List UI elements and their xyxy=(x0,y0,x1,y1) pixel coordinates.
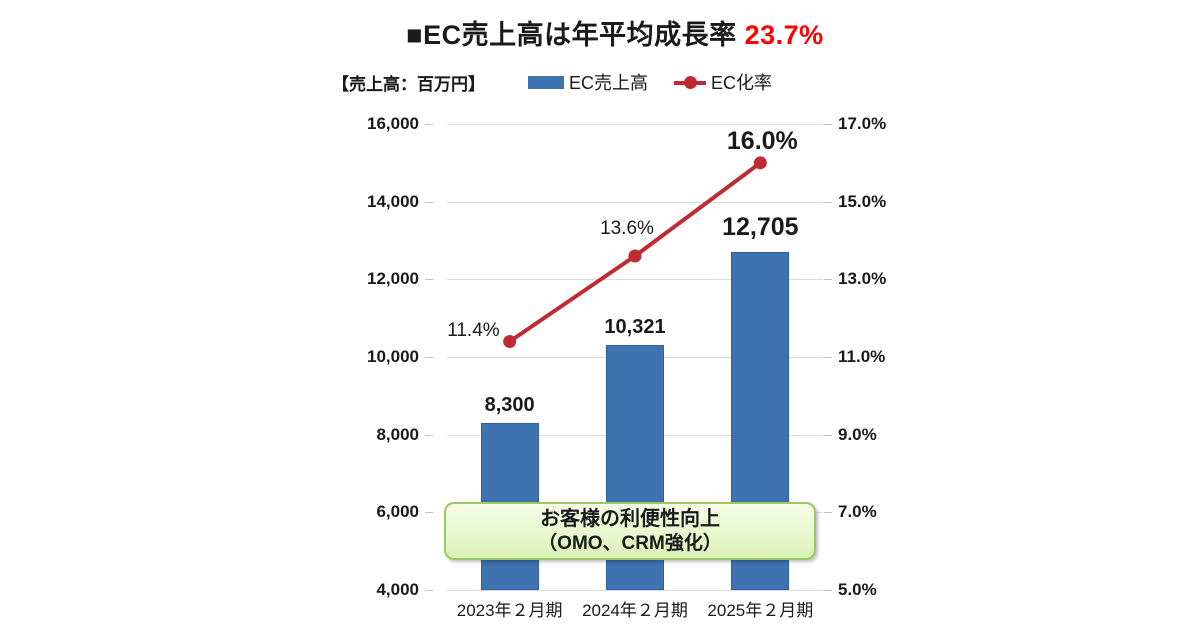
line-series-swatch-icon xyxy=(674,75,707,89)
bar-value-label: 12,705 xyxy=(722,212,799,241)
right-axis-tick xyxy=(824,202,832,203)
annotation-box: お客様の利便性向上 （OMO、CRM強化） xyxy=(444,502,816,560)
left-axis-tick xyxy=(425,590,433,591)
chart-title-text: ■EC売上高は年平均成長率 xyxy=(406,20,737,50)
bar-series-swatch-icon xyxy=(528,75,564,89)
bar-value-label: 8,300 xyxy=(484,394,535,417)
left-axis-tick xyxy=(425,279,433,280)
right-axis-tick-label: 7.0% xyxy=(838,502,877,521)
x-axis-label: 2024年２月期 xyxy=(582,601,688,620)
right-axis-tick xyxy=(824,512,832,513)
gridline xyxy=(447,279,823,280)
left-axis-tick-label: 12,000 xyxy=(367,269,419,288)
left-axis-tick-label: 14,000 xyxy=(367,192,419,211)
right-axis-tick-label: 11.0% xyxy=(838,347,886,366)
x-axis-label: 2023年２月期 xyxy=(456,601,563,620)
right-axis-tick xyxy=(824,435,832,436)
line-marker xyxy=(753,156,767,170)
left-axis-tick-label: 10,000 xyxy=(367,347,419,366)
line-marker xyxy=(503,334,517,348)
left-axis-tick xyxy=(425,124,433,125)
right-axis-tick-label: 15.0% xyxy=(838,192,887,211)
right-axis-tick xyxy=(824,357,832,358)
right-axis-tick-label: 13.0% xyxy=(838,269,887,288)
legend-label-ec-sales: EC売上高 xyxy=(569,73,649,93)
gridline xyxy=(447,590,823,591)
annotation-line2: （OMO、CRM強化） xyxy=(538,533,722,554)
chart-title: ■EC売上高は年平均成長率 23.7% xyxy=(15,13,1200,52)
right-axis-tick-label: 9.0% xyxy=(838,425,877,444)
gridline xyxy=(447,124,823,125)
left-axis-tick-label: 4,000 xyxy=(376,580,419,599)
annotation-line1: お客様の利便性向上 xyxy=(540,508,720,530)
left-axis-tick-label: 8,000 xyxy=(376,425,419,444)
legend-item-ec-ratio: EC化率 xyxy=(674,69,772,95)
gridline xyxy=(447,202,823,203)
legend-item-ec-sales: EC売上高 xyxy=(528,69,648,95)
bar-value-label: 10,321 xyxy=(604,315,666,338)
right-axis-tick xyxy=(824,590,832,591)
left-axis-tick xyxy=(425,357,433,358)
line-value-label: 16.0% xyxy=(726,126,798,155)
x-axis-label: 2025年２月期 xyxy=(707,601,814,620)
left-axis-unit-label: 【売上高：百万円】 xyxy=(332,75,485,94)
legend: EC売上高 EC化率 xyxy=(528,69,772,95)
chart-title-highlight: 23.7% xyxy=(736,20,824,50)
line-marker xyxy=(628,249,642,263)
legend-label-ec-ratio: EC化率 xyxy=(711,73,773,93)
right-axis-tick-label: 5.0% xyxy=(838,580,877,599)
left-axis-tick xyxy=(425,202,433,203)
right-axis-tick xyxy=(824,279,832,280)
left-axis-tick-label: 6,000 xyxy=(376,502,419,521)
left-axis-tick-label: 16,000 xyxy=(367,114,419,133)
left-axis-tick xyxy=(425,435,433,436)
left-axis-tick xyxy=(425,512,433,513)
line-value-label: 11.4% xyxy=(447,320,500,342)
right-axis-tick xyxy=(824,124,832,125)
right-axis-tick-label: 17.0% xyxy=(838,114,887,133)
line-value-label: 13.6% xyxy=(600,218,654,240)
